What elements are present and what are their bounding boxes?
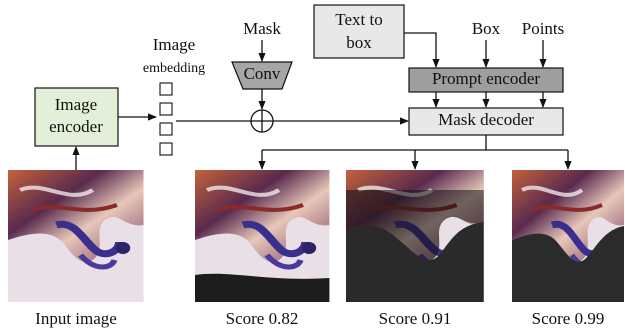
- prompt-encoder-label: Prompt encoder: [432, 69, 540, 88]
- score-label: Score 0.99: [532, 309, 605, 328]
- input-label: Input image: [35, 309, 117, 328]
- image-encoder-label: Image: [55, 95, 97, 114]
- output-arrows: [262, 135, 568, 169]
- embedding-label: Image: [153, 35, 195, 54]
- mask-decoder-label: Mask decoder: [438, 110, 534, 129]
- box-label: Box: [472, 19, 501, 38]
- conv-label: Conv: [244, 64, 281, 83]
- output-image: [195, 170, 329, 302]
- arrow: [404, 33, 436, 67]
- arrows: [436, 92, 543, 107]
- input-image: [8, 170, 144, 302]
- score-label: Score 0.91: [379, 309, 452, 328]
- output-image: [512, 170, 624, 302]
- image-encoder-label: encoder: [49, 117, 103, 136]
- points-label: Points: [522, 19, 565, 38]
- mask-label: Mask: [243, 19, 281, 38]
- score-label: Score 0.82: [226, 309, 299, 328]
- embedding-label: embedding: [143, 61, 205, 76]
- text-to-box-label: box: [346, 33, 372, 52]
- output-image: [346, 170, 484, 302]
- embedding-tokens: [160, 83, 172, 155]
- text-to-box-label: Text to: [335, 10, 382, 29]
- diagram: Image encoder Image embedding Mask Conv …: [0, 0, 625, 331]
